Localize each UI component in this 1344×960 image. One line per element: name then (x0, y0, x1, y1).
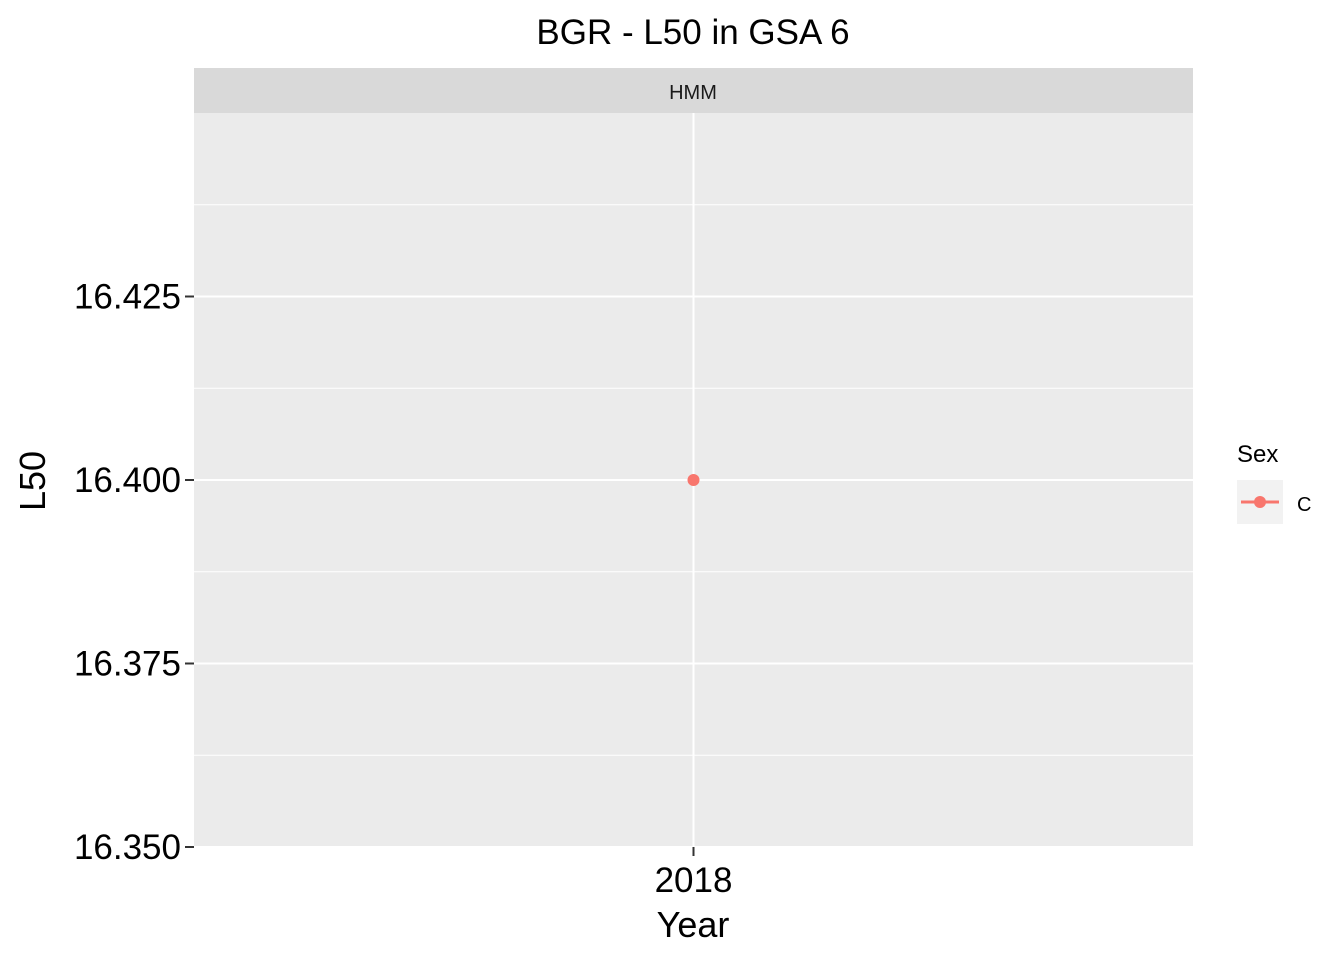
legend-key-point (1254, 496, 1266, 508)
y-tick-label: 16.400 (74, 461, 181, 500)
facet-label: HMM (669, 82, 717, 104)
y-axis-title: L50 (12, 451, 53, 511)
x-axis-title: Year (657, 904, 730, 945)
y-axis: 16.350 16.375 16.400 16.425 (74, 278, 194, 867)
legend-entry-label: C (1297, 494, 1311, 516)
y-tick-label: 16.375 (74, 645, 181, 684)
x-axis: 2018 (655, 847, 733, 900)
legend-title: Sex (1237, 441, 1278, 468)
chart-title: BGR - L50 in GSA 6 (536, 13, 849, 52)
y-tick-label: 16.350 (74, 828, 181, 867)
data-point (687, 474, 700, 486)
series-layer (687, 474, 700, 486)
x-tick-label: 2018 (655, 861, 733, 900)
legend: Sex C (1237, 441, 1311, 524)
y-tick-label: 16.425 (74, 278, 181, 317)
facet-strip (194, 68, 1193, 113)
